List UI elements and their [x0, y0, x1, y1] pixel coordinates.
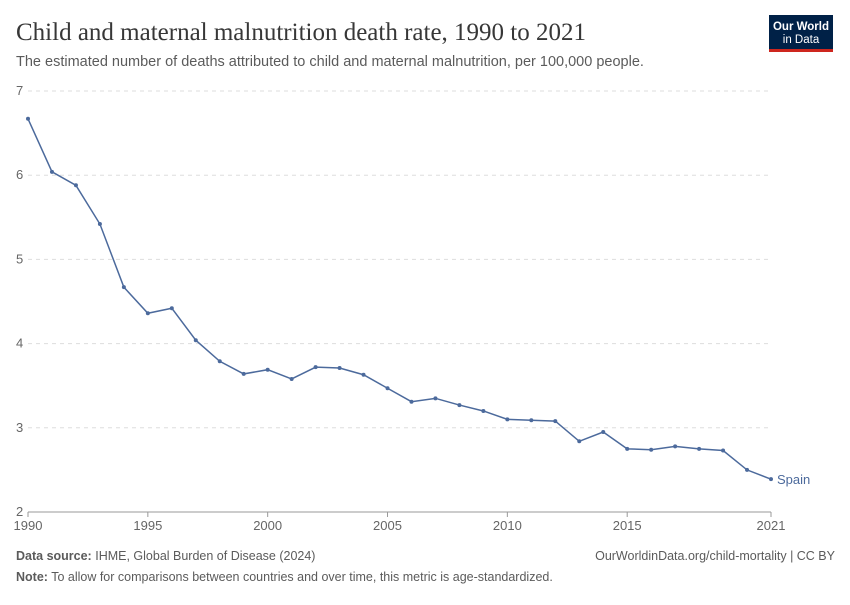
point — [97, 222, 102, 227]
line — [27, 118, 772, 480]
point — [169, 306, 174, 311]
point — [409, 399, 414, 404]
y-tick-label: 2 — [16, 504, 23, 519]
point — [145, 311, 150, 316]
note-label: Note: — [16, 570, 48, 584]
point — [433, 396, 438, 401]
logo-box — [769, 15, 833, 49]
logo-text: in Data — [783, 34, 820, 46]
x-tick-label: 1995 — [133, 518, 162, 533]
x-tick-label: 2015 — [613, 518, 642, 533]
url[interactable]: OurWorldinData.org/child-mortality | CC … — [595, 549, 836, 563]
note: Note: To allow for comparisons between c… — [16, 570, 553, 584]
x-tick-label: 2021 — [757, 518, 786, 533]
source-label: Data source: — [16, 549, 92, 563]
x-tick-label: 2005 — [373, 518, 402, 533]
point — [601, 430, 606, 435]
point — [361, 372, 366, 377]
point — [121, 285, 126, 290]
point — [625, 446, 630, 451]
point — [529, 418, 534, 423]
point — [649, 447, 654, 452]
series-label: Spain — [777, 472, 810, 487]
note-text: To allow for comparisons between countri… — [51, 570, 553, 584]
point — [505, 417, 510, 422]
source-text: IHME, Global Burden of Disease (2024) — [95, 549, 315, 563]
y-tick-label: 4 — [16, 336, 23, 351]
point — [577, 439, 582, 444]
point — [193, 338, 198, 343]
point — [217, 359, 222, 364]
y-tick-label: 7 — [16, 83, 23, 98]
source: Data source: IHME, Global Burden of Dise… — [16, 549, 315, 563]
point — [73, 183, 78, 188]
logo-text: Our World — [773, 21, 829, 33]
point — [745, 467, 750, 472]
x-tick-label: 1990 — [14, 518, 43, 533]
point — [721, 448, 726, 453]
y-tick-label: 3 — [16, 420, 23, 435]
logo-bar — [769, 49, 833, 52]
point — [481, 408, 486, 413]
point — [457, 403, 462, 408]
point — [553, 419, 558, 424]
point — [769, 477, 773, 482]
point — [337, 366, 342, 371]
y-tick-label: 5 — [16, 251, 23, 266]
point — [673, 444, 678, 449]
point — [241, 371, 246, 376]
point — [313, 365, 318, 370]
logo[interactable]: Our World in Data — [769, 15, 833, 52]
chart-subtitle: The estimated number of deaths attribute… — [16, 54, 644, 70]
point — [697, 446, 702, 451]
point — [265, 367, 270, 372]
chart-title: Child and maternal malnutrition death ra… — [16, 19, 586, 46]
x-tick-label: 2000 — [253, 518, 282, 533]
x-tick-label: 2010 — [493, 518, 522, 533]
point — [26, 116, 30, 121]
point — [289, 376, 294, 381]
point — [49, 169, 54, 174]
y-tick-label: 6 — [16, 167, 23, 182]
point — [385, 386, 390, 391]
